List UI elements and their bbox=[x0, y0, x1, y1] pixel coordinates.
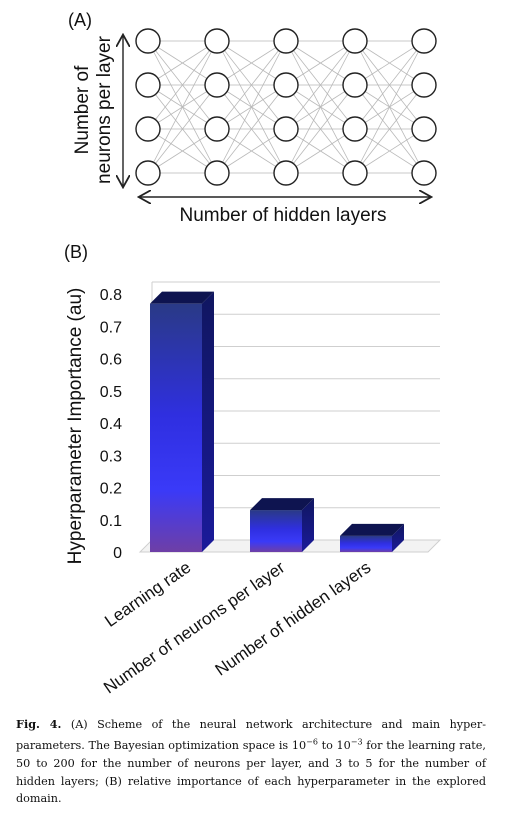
bar-front bbox=[150, 303, 202, 552]
neuron-node bbox=[342, 116, 368, 142]
panel-a-label: (A) bbox=[68, 10, 92, 30]
network-neurons bbox=[135, 28, 437, 186]
network-connection bbox=[147, 84, 218, 174]
network-connection bbox=[147, 128, 218, 174]
neuron-node bbox=[204, 116, 230, 142]
caption-text: (A) Scheme of the neural network archite… bbox=[16, 718, 487, 806]
y-tick-label: 0.1 bbox=[100, 513, 122, 530]
neuron-node bbox=[273, 72, 299, 98]
network-connection bbox=[216, 84, 287, 174]
network-connection bbox=[354, 40, 425, 130]
network-connection bbox=[216, 128, 287, 174]
bar bbox=[340, 523, 404, 552]
panel-b-label: (B) bbox=[64, 242, 88, 262]
y-tick-label: 0.4 bbox=[100, 416, 122, 433]
neurons-axis-title-line2: neurons per layer bbox=[94, 35, 115, 184]
network-connection bbox=[147, 40, 218, 86]
neuron-node bbox=[204, 160, 230, 186]
network-connection bbox=[285, 84, 356, 174]
bar bbox=[250, 498, 314, 552]
network-connection bbox=[285, 128, 356, 174]
x-tick-label: Number of neurons per layer bbox=[100, 558, 288, 698]
neuron-node bbox=[273, 28, 299, 54]
x-tick-label: Learning rate bbox=[101, 558, 194, 631]
y-tick-label: 0 bbox=[113, 545, 122, 562]
neuron-node bbox=[411, 116, 437, 142]
bar-top bbox=[340, 523, 404, 536]
bars bbox=[150, 291, 404, 552]
neuron-node bbox=[411, 72, 437, 98]
neuron-node bbox=[135, 28, 161, 54]
network-connection bbox=[354, 40, 425, 86]
importance-bar-chart: (B) 0 0.1 0.2 0.3 0.4 0.5 0.6 0.7 0.8 Hyperparam… bbox=[64, 242, 442, 698]
network-connection bbox=[285, 40, 356, 86]
neuron-node bbox=[342, 160, 368, 186]
neuron-node bbox=[411, 160, 437, 186]
neurons-axis-title-line1: Number of bbox=[72, 65, 93, 154]
neuron-node bbox=[204, 28, 230, 54]
y-tick-label: 0.8 bbox=[100, 287, 122, 304]
neuron-node bbox=[135, 160, 161, 186]
y-tick-label: 0.6 bbox=[100, 352, 122, 369]
network-connection bbox=[147, 40, 218, 130]
y-tick-label: 0.5 bbox=[100, 384, 122, 401]
neuron-node bbox=[135, 116, 161, 142]
network-diagram: (A) Number of neurons per layer Number o… bbox=[68, 10, 437, 226]
network-connection bbox=[285, 40, 356, 174]
network-connection bbox=[216, 40, 287, 86]
neuron-node bbox=[342, 28, 368, 54]
bar-front bbox=[340, 535, 392, 552]
y-tick-label: 0.3 bbox=[100, 448, 122, 465]
network-connection bbox=[354, 128, 425, 174]
bar-top bbox=[150, 291, 214, 304]
neuron-node bbox=[411, 28, 437, 54]
layers-axis-title: Number of hidden layers bbox=[180, 205, 387, 226]
bar-front bbox=[250, 510, 302, 552]
bar bbox=[150, 291, 214, 552]
y-tick-label: 0.7 bbox=[100, 319, 122, 336]
caption-figure-label: Fig. 4. bbox=[16, 717, 62, 731]
network-connection bbox=[285, 40, 356, 130]
bar-side bbox=[392, 523, 404, 552]
neuron-node bbox=[204, 72, 230, 98]
bar-side bbox=[202, 291, 214, 552]
network-connections bbox=[147, 40, 425, 174]
neuron-node bbox=[342, 72, 368, 98]
network-connection bbox=[147, 40, 218, 174]
neuron-node bbox=[273, 160, 299, 186]
network-connection bbox=[354, 84, 425, 174]
bar-side bbox=[302, 498, 314, 552]
network-connection bbox=[354, 40, 425, 174]
neuron-node bbox=[273, 116, 299, 142]
bar-top bbox=[250, 498, 314, 511]
neuron-node bbox=[135, 72, 161, 98]
y-tick-labels: 0 0.1 0.2 0.3 0.4 0.5 0.6 0.7 0.8 bbox=[100, 287, 122, 562]
network-connection bbox=[216, 40, 287, 174]
figure-caption: Fig. 4. (A) Scheme of the neural network… bbox=[16, 716, 486, 808]
y-axis-title: Hyperparameter Importance (au) bbox=[65, 288, 86, 565]
x-tick-label: Number of hidden layers bbox=[212, 558, 375, 680]
y-tick-label: 0.2 bbox=[100, 481, 122, 498]
network-connection bbox=[216, 40, 287, 130]
